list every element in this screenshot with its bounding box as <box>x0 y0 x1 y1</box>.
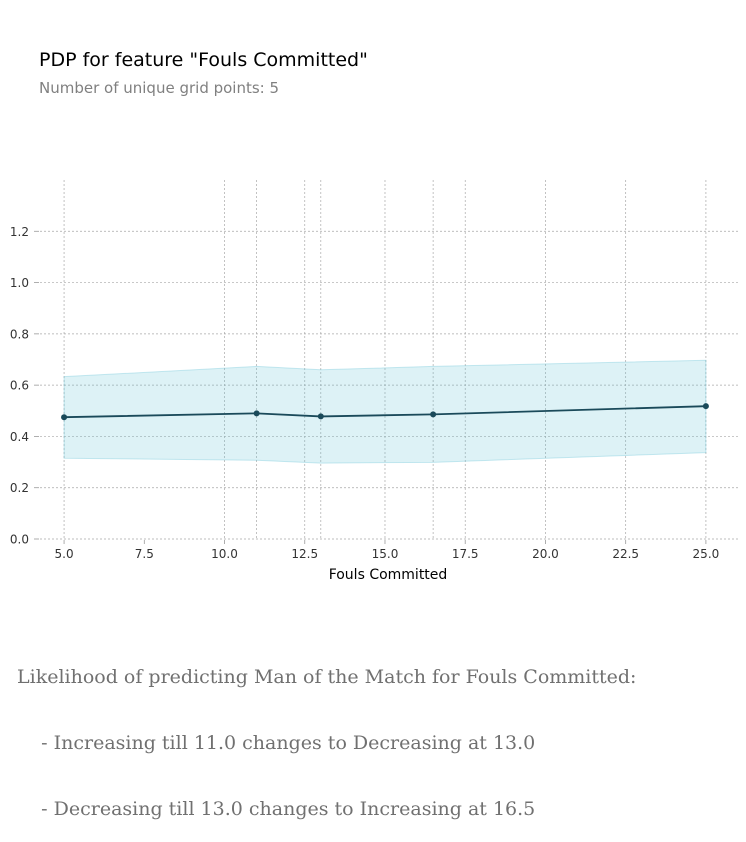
x-tick-label: 15.0 <box>372 547 399 561</box>
confidence-band <box>63 359 707 464</box>
grid <box>40 180 738 540</box>
x-tick-label: 20.0 <box>532 547 559 561</box>
pdp-point <box>430 411 437 418</box>
pdp-points <box>61 403 709 421</box>
x-tick-label: 7.5 <box>135 547 154 561</box>
x-tick-label: 25.0 <box>693 547 720 561</box>
y-tick-label: 1.2 <box>10 225 29 239</box>
x-tick-label: 17.5 <box>452 547 479 561</box>
x-tick-label: 5.0 <box>55 547 74 561</box>
pdp-chart: 0.0 0.2 0.4 0.6 0.8 1.0 1.2 5.0 7.5 10.0 12.5 15.0… <box>10 180 738 583</box>
caption-line: - Decreasing till 13.0 changes to Increa… <box>17 798 536 820</box>
x-tick-label: 10.0 <box>211 547 238 561</box>
x-tick-label: 22.5 <box>612 547 639 561</box>
y-axis-ticks: 0.0 0.2 0.4 0.6 0.8 1.0 1.2 <box>10 225 39 547</box>
pdp-summary-caption: Likelihood of predicting Man of the Matc… <box>17 622 636 842</box>
x-tick-label: 12.5 <box>291 547 318 561</box>
y-tick-label: 0.4 <box>10 430 29 444</box>
y-tick-label: 0.2 <box>10 481 29 495</box>
pdp-point <box>702 403 709 410</box>
y-tick-label: 0.6 <box>10 379 29 393</box>
confidence-band-area <box>63 359 707 464</box>
pdp-point <box>317 413 324 420</box>
x-axis-label: Fouls Committed <box>329 567 448 583</box>
pdp-point <box>253 410 260 417</box>
pdp-point <box>61 414 68 421</box>
y-tick-label: 1.0 <box>10 276 29 290</box>
y-tick-label: 0.0 <box>10 533 29 547</box>
caption-line: Likelihood of predicting Man of the Matc… <box>17 666 637 688</box>
chart-title: PDP for feature "Fouls Committed" <box>39 49 368 71</box>
chart-subtitle: Number of unique grid points: 5 <box>39 79 280 97</box>
caption-line: - Increasing till 11.0 changes to Decrea… <box>17 732 536 754</box>
y-tick-label: 0.8 <box>10 327 29 341</box>
x-axis-ticks: 5.0 7.5 10.0 12.5 15.0 17.5 20.0 22.5 25.0 <box>55 540 720 561</box>
